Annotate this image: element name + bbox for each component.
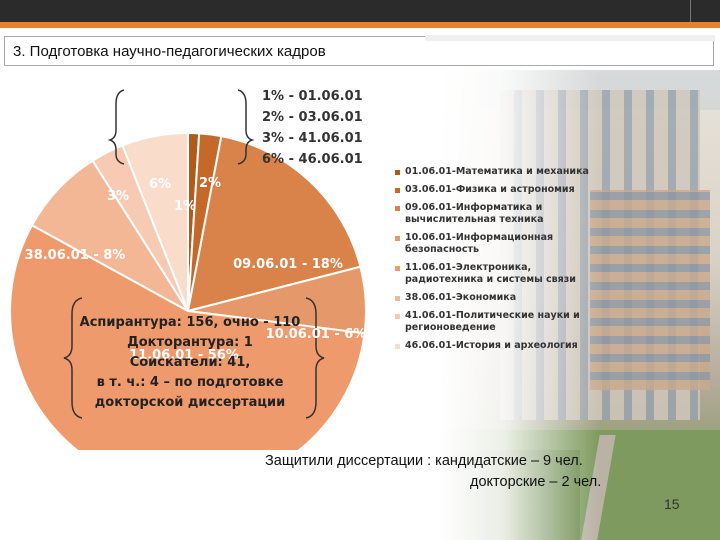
legend-item: 09.06.01-Информатика и вычислительная те… — [395, 202, 605, 226]
annotation-line: докторской диссертации — [95, 395, 285, 410]
legend-label: 41.06.01-Политические науки и регионовед… — [405, 310, 580, 333]
pie-label-10-06-01: 10.06.01 - 6% — [266, 327, 367, 342]
legend-swatch — [395, 236, 400, 241]
legend-item: 38.06.01-Экономика — [395, 292, 605, 304]
bracket-list-item: 3% - 41.06.01 — [262, 131, 363, 146]
title-box: 3. Подготовка научно-педагогических кадр… — [4, 35, 715, 66]
legend-label: 03.06.01-Физика и астрономия — [405, 184, 575, 195]
left-annotation-brace — [63, 297, 83, 419]
legend-label: 38.06.01-Экономика — [405, 292, 517, 303]
bracket-list-item: 2% - 03.06.01 — [262, 110, 363, 125]
legend-swatch — [395, 296, 400, 301]
right-annotation-brace — [305, 297, 325, 419]
slide-title: 3. Подготовка научно-педагогических кадр… — [13, 43, 326, 60]
chart-legend: 01.06.01-Математика и механика 03.06.01-Ф… — [395, 166, 605, 358]
bracket-list-item: 6% - 46.06.01 — [262, 152, 363, 167]
bracket-list-item: 1% - 01.06.01 — [262, 89, 363, 104]
top-bar-divider — [690, 0, 691, 22]
pie-label-41-06-01: 3% — [107, 189, 129, 204]
accent-rule — [0, 22, 720, 28]
legend-label: 09.06.01-Информатика и вычислительная те… — [405, 202, 544, 225]
legend-item: 01.06.01-Математика и механика — [395, 166, 605, 178]
campus-photo — [440, 70, 720, 540]
photo-building-side — [590, 190, 710, 390]
legend-item: 41.06.01-Политические науки и регионовед… — [395, 310, 605, 334]
left-top-brace — [107, 89, 125, 165]
photo-fade — [440, 70, 600, 540]
legend-swatch — [395, 170, 400, 175]
legend-swatch — [395, 314, 400, 319]
title-strip — [425, 35, 715, 41]
pie-slice-46-06-01 — [121, 131, 189, 312]
pie-label-38-06-01: 38.06.01 - 8% — [25, 248, 126, 263]
legend-swatch — [395, 344, 400, 349]
annotation-line: Докторантура: 1 — [127, 335, 253, 350]
legend-swatch — [395, 266, 400, 271]
legend-item: 46.06.01-История и археология — [395, 340, 605, 352]
annotation-line: Соискатели: 41, — [130, 355, 251, 370]
legend-label: 10.06.01-Информационная безопасность — [405, 232, 554, 255]
legend-swatch — [395, 206, 400, 211]
pie-slice-38-06-01 — [30, 159, 189, 312]
pie-slice-09-06-01 — [186, 134, 362, 313]
footer-line-1: Защитили диссертации : кандидатские – 9 … — [265, 453, 583, 469]
pie-label-01-06-01: 1% — [174, 199, 196, 214]
top-bar — [0, 0, 720, 22]
annotation-line: в т. ч.: 4 – по подготовке — [97, 375, 284, 390]
pie-label-03-06-01: 2% — [199, 176, 221, 191]
legend-item: 11.06.01-Электроника, радиотехника и сис… — [395, 262, 605, 286]
pie-label-46-06-01: 6% — [149, 177, 171, 192]
page-number: 15 — [664, 496, 680, 512]
legend-label: 46.06.01-История и археология — [405, 340, 578, 351]
right-top-brace — [237, 89, 255, 165]
legend-item: 03.06.01-Физика и астрономия — [395, 184, 605, 196]
pie-label-09-06-01: 09.06.01 - 18% — [233, 257, 343, 272]
legend-label: 01.06.01-Математика и механика — [405, 166, 589, 177]
legend-label: 11.06.01-Электроника, радиотехника и сис… — [405, 262, 576, 285]
legend-item: 10.06.01-Информационная безопасность — [395, 232, 605, 256]
annotation-line: Аспирантура: 156, очно - 110 — [80, 315, 301, 330]
pie-chart: 1%2% 09.06.01 - 18% 10.06.01 - 6% 11.06.01 … — [9, 89, 367, 450]
footer-line-2: докторские – 2 чел. — [470, 474, 602, 490]
legend-swatch — [395, 188, 400, 193]
pie-label-11-06-01: 11.06.01 - 56% — [129, 348, 239, 363]
pie-slice-11-06-01 — [9, 223, 366, 450]
